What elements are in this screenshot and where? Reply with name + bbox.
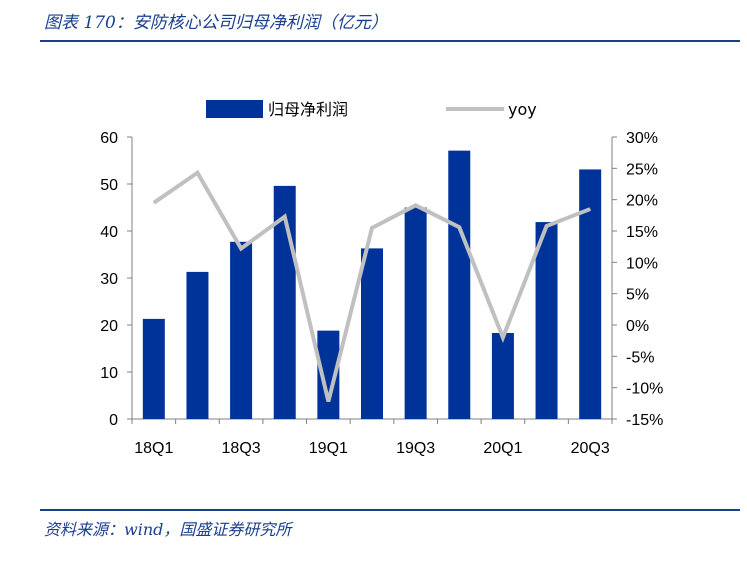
- x-tick-label: 19Q1: [309, 440, 348, 457]
- x-tick-label: 19Q3: [396, 440, 435, 457]
- y2-tick-label: 0%: [626, 318, 649, 335]
- bar-19Q3: [404, 207, 427, 419]
- yoy-point-19Q3: [415, 204, 417, 206]
- bar-20Q1: [491, 332, 514, 419]
- title-rule: [40, 40, 740, 42]
- source-rule: [40, 509, 740, 511]
- figure-source: 资料来源：wind，国盛证券研究所: [44, 520, 292, 539]
- yoy-point-20Q1: [502, 337, 504, 339]
- figure-title: 图表 170：安防核心公司归母净利润（亿元）: [44, 13, 388, 33]
- x-tick-label: 20Q3: [571, 440, 610, 457]
- yoy-point-19Q4: [458, 226, 460, 228]
- tick-labels: 0 10 20 30 40 50 60 -15% -10% -5% 0% 5% 10% 15% 20% 25%…: [100, 130, 663, 457]
- legend-bar-swatch: [206, 100, 263, 118]
- bar-19Q2: [361, 248, 383, 419]
- y-tick-label: 20: [100, 318, 118, 335]
- y-tick-label: 50: [100, 177, 118, 194]
- y2-tick-label: 5%: [626, 287, 649, 304]
- yoy-point-19Q1: [327, 400, 329, 402]
- bar-18Q2: [186, 271, 209, 419]
- y-tick-label: 10: [100, 365, 118, 382]
- yoy-point-20Q2: [546, 225, 548, 227]
- y-tick-label: 30: [100, 271, 118, 288]
- bar-19Q4: [448, 150, 471, 419]
- y-tick-label: 60: [100, 130, 118, 147]
- bar-18Q3: [230, 241, 253, 419]
- y-tick-label: 40: [100, 224, 118, 241]
- y2-tick-label: 15%: [626, 224, 658, 241]
- x-tick-label: 20Q1: [483, 440, 522, 457]
- legend-bar-label: 归母净利润: [268, 100, 348, 119]
- x-tick-label: 18Q3: [222, 440, 261, 457]
- y2-tick-label: 20%: [626, 193, 658, 210]
- yoy-point-20Q3: [589, 208, 591, 210]
- bar-20Q3: [579, 169, 602, 419]
- yoy-line-group: [152, 169, 591, 402]
- yoy-point-18Q3: [240, 248, 242, 250]
- x-tick-label: 18Q1: [134, 440, 173, 457]
- y2-tick-label: 25%: [626, 161, 658, 178]
- yoy-point-18Q4: [284, 216, 286, 218]
- yoy-point-18Q1: [153, 202, 155, 204]
- bar-19Q1: [317, 330, 340, 419]
- legend-line-label: yoy: [508, 100, 537, 119]
- yoy-point-18Q2: [196, 172, 198, 174]
- yoy-point-19Q2: [371, 227, 373, 229]
- y2-tick-label: -15%: [626, 412, 663, 429]
- bars: [142, 150, 602, 419]
- bar-20Q2: [535, 222, 558, 419]
- bar-18Q1: [142, 318, 165, 419]
- y-tick-label: 0: [109, 412, 118, 429]
- legend: 归母净利润 yoy: [206, 100, 537, 119]
- y2-tick-label: -10%: [626, 381, 663, 398]
- y2-tick-label: 30%: [626, 130, 658, 147]
- y2-tick-label: 10%: [626, 255, 658, 272]
- y2-tick-label: -5%: [626, 349, 654, 366]
